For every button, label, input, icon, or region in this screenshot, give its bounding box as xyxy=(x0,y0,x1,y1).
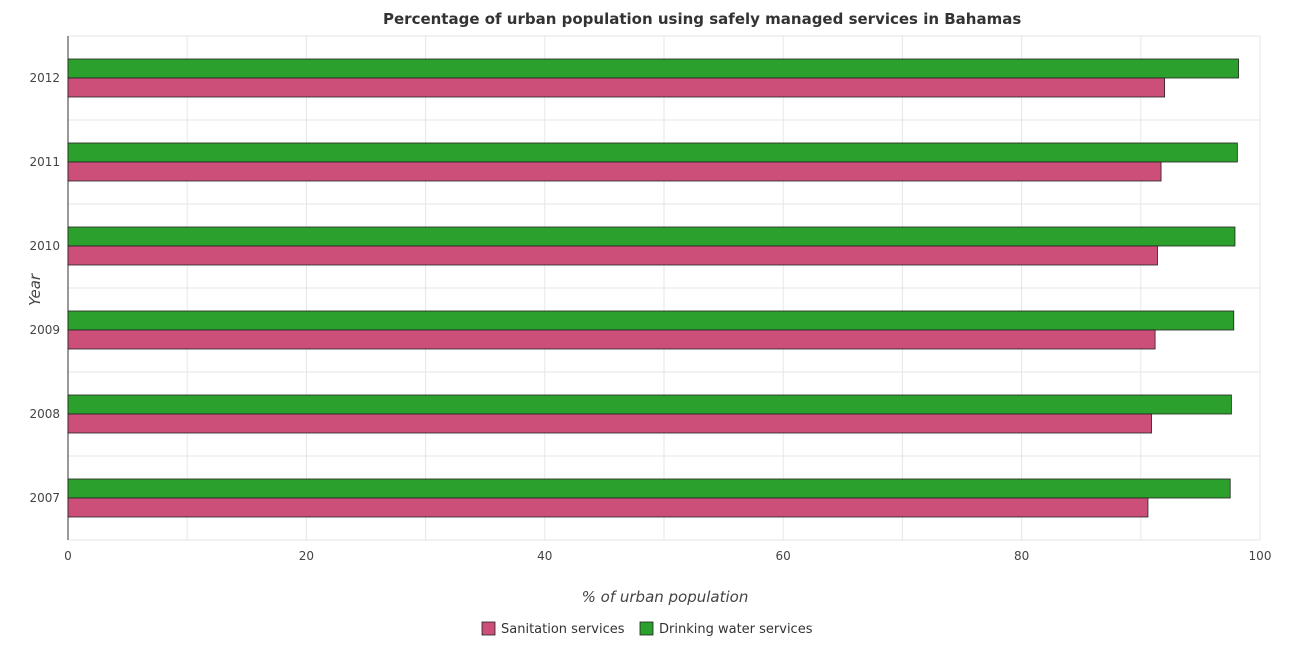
legend-swatch-1 xyxy=(639,621,654,636)
x-tick-label: 100 xyxy=(1249,549,1272,563)
x-tick-label: 80 xyxy=(1014,549,1029,563)
legend: Sanitation services Drinking water servic… xyxy=(481,621,813,637)
chart-title: Percentage of urban population using saf… xyxy=(383,10,1021,28)
x-tick-label: 40 xyxy=(537,549,552,563)
bars xyxy=(67,58,1239,518)
y-tick-label: 2010 xyxy=(29,239,60,253)
x-tick-label: 20 xyxy=(299,549,314,563)
y-tick-label: 2011 xyxy=(29,155,60,169)
bar-drinking-water-2012 xyxy=(67,58,1239,79)
legend-swatch-0 xyxy=(481,621,496,636)
bar-sanitation-2009 xyxy=(67,329,1156,350)
bar-sanitation-2010 xyxy=(67,245,1158,266)
bar-sanitation-2008 xyxy=(67,413,1152,434)
x-axis-title: % of urban population xyxy=(582,588,749,606)
y-tick-label: 2009 xyxy=(29,323,60,337)
x-tick-label: 0 xyxy=(64,549,72,563)
y-tick-label: 2008 xyxy=(29,407,60,421)
y-tick-labels: 2007 2008 2009 2010 2011 2012 xyxy=(29,71,60,505)
grid xyxy=(67,35,1261,541)
bar-drinking-water-2010 xyxy=(67,226,1236,247)
bar-drinking-water-2009 xyxy=(67,310,1235,331)
bar-sanitation-2012 xyxy=(67,77,1166,98)
bar-sanitation-2011 xyxy=(67,161,1162,182)
x-tick-label: 60 xyxy=(776,549,791,563)
bar-sanitation-2007 xyxy=(67,497,1149,518)
legend-label-0: Sanitation services xyxy=(501,622,625,637)
y-tick-label: 2012 xyxy=(29,71,60,85)
legend-label-1: Drinking water services xyxy=(659,622,813,637)
x-tick-labels: 0 20 40 60 80 100 xyxy=(64,549,1271,563)
bar-drinking-water-2008 xyxy=(67,394,1232,415)
bar-drinking-water-2011 xyxy=(67,142,1238,163)
y-axis-title: Year xyxy=(26,273,44,306)
y-tick-label: 2007 xyxy=(29,491,60,505)
bar-drinking-water-2007 xyxy=(67,478,1231,499)
